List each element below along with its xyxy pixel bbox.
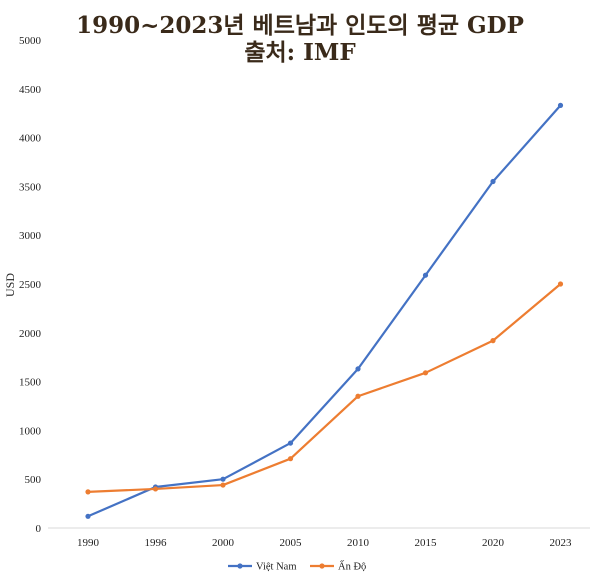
data-point — [557, 281, 564, 287]
x-tick-label: 2005 — [280, 537, 303, 549]
data-point — [490, 338, 496, 344]
x-axis-ticks: 1990 1996 2000 2005 2010 2015 2020 2023 — [77, 537, 572, 549]
data-point — [220, 482, 226, 488]
legend-marker-0 — [237, 563, 243, 569]
x-tick-label: 1990 — [77, 537, 100, 549]
y-tick-label: 4500 — [19, 84, 42, 96]
y-tick-label: 2000 — [19, 328, 42, 340]
y-tick-label: 3000 — [19, 230, 42, 242]
x-tick-label: 2010 — [347, 537, 370, 549]
y-tick-label: 500 — [25, 474, 42, 486]
data-point — [422, 272, 429, 278]
y-tick-label: 3500 — [19, 181, 42, 193]
y-axis-ticks: 0 500 1000 1500 2000 2500 3000 3500 4000 4500 5000 — [19, 35, 42, 535]
x-tick-label: 2000 — [212, 537, 235, 549]
legend-marker-1 — [319, 563, 325, 569]
x-tick-label: 2020 — [482, 537, 505, 549]
data-point — [355, 393, 361, 399]
y-tick-label: 1500 — [19, 377, 42, 389]
y-tick-label: 1000 — [19, 425, 42, 437]
legend-label-0: Việt Nam — [256, 562, 296, 573]
data-point — [422, 370, 429, 376]
x-tick-label: 1996 — [145, 537, 168, 549]
x-tick-label: 2015 — [415, 537, 438, 549]
y-tick-label: 5000 — [19, 35, 42, 47]
chart-title-line-1: 1990~2023년 베트남과 인도의 평균 GDP — [76, 12, 524, 39]
plot-area — [85, 102, 564, 519]
data-point — [355, 366, 361, 372]
data-point — [287, 456, 294, 462]
data-point — [220, 476, 226, 482]
y-tick-label: 2500 — [19, 279, 42, 291]
data-point — [557, 102, 564, 108]
data-point — [85, 489, 91, 495]
legend-label-1: Ấn Độ — [338, 560, 366, 573]
data-point — [85, 513, 91, 519]
data-point — [490, 178, 496, 185]
data-point — [152, 486, 159, 492]
data-point — [287, 440, 294, 446]
legend: Việt Nam Ấn Độ — [228, 560, 366, 573]
chart-title-line-2: 출처: IMF — [244, 39, 356, 66]
y-axis-label: USD — [3, 273, 17, 297]
y-tick-label: 0 — [36, 523, 42, 535]
series-line-0 — [87, 104, 562, 518]
series-line-1 — [87, 283, 562, 493]
y-tick-label: 4000 — [19, 133, 42, 145]
x-tick-label: 2023 — [550, 537, 573, 549]
